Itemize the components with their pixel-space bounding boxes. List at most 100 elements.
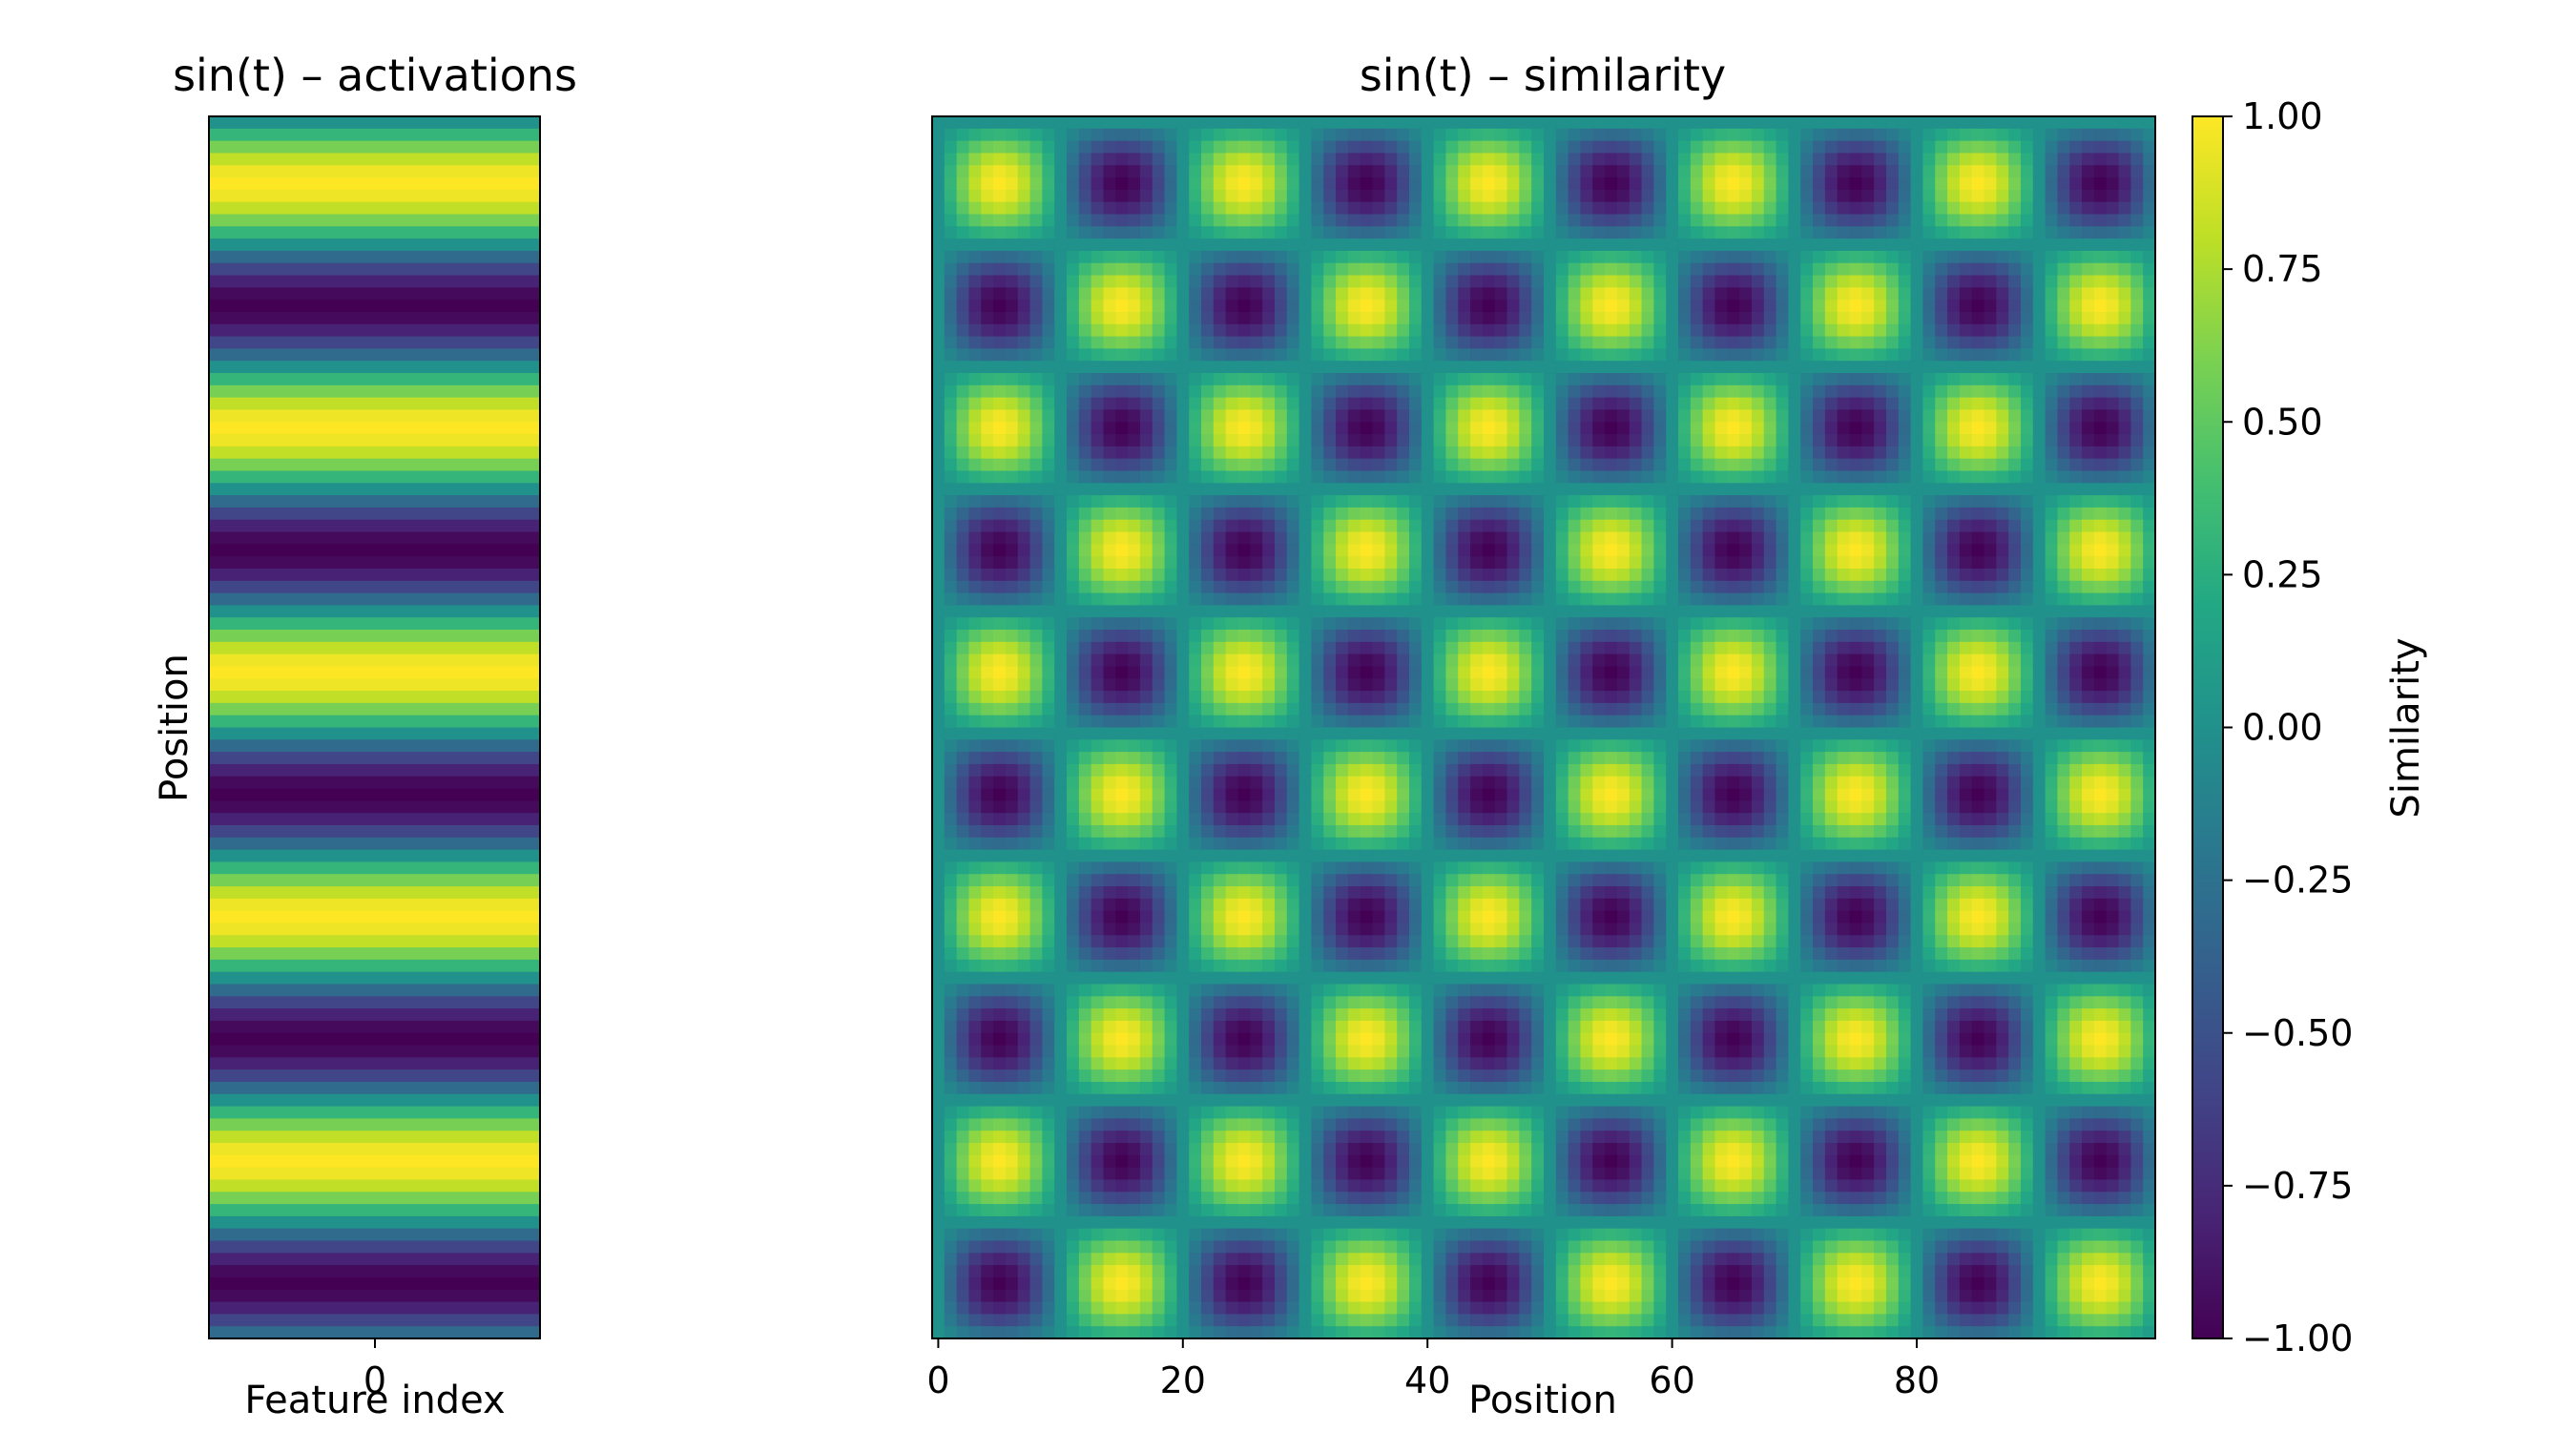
similarity-cell — [1458, 201, 1471, 216]
similarity-cell — [1568, 361, 1582, 374]
similarity-cell — [1763, 544, 1777, 557]
similarity-cell — [1384, 605, 1398, 618]
similarity-cell — [1714, 653, 1728, 668]
similarity-cell — [1874, 483, 1887, 496]
similarity-cell — [1103, 323, 1116, 338]
similarity-cell — [1274, 592, 1288, 606]
similarity-cell — [1078, 519, 1092, 533]
similarity-cell — [1298, 470, 1313, 484]
similarity-cell — [1225, 580, 1239, 594]
similarity-cell — [1519, 507, 1532, 521]
similarity-cell — [1054, 373, 1068, 386]
similarity-cell — [1616, 630, 1631, 643]
similarity-cell — [1788, 580, 1801, 594]
similarity-cell — [1433, 422, 1447, 435]
similarity-cell — [944, 458, 958, 472]
similarity-cell — [2032, 495, 2046, 508]
similarity-cell — [2057, 653, 2070, 668]
similarity-cell — [1164, 116, 1177, 130]
similarity-cell — [1017, 153, 1031, 166]
similarity-cell — [1201, 128, 1215, 142]
similarity-cell — [1384, 470, 1398, 484]
similarity-cell — [1164, 507, 1177, 521]
similarity-cell — [1176, 458, 1190, 472]
similarity-cell — [1408, 397, 1423, 411]
similarity-cell — [981, 605, 994, 618]
similarity-cell — [1739, 641, 1753, 655]
similarity-cell — [1115, 592, 1129, 606]
similarity-cell — [1078, 323, 1092, 338]
similarity-cell — [1408, 641, 1423, 655]
similarity-cell — [2118, 409, 2131, 423]
similarity-cell — [944, 691, 958, 704]
similarity-cell — [1494, 702, 1508, 716]
similarity-cell — [2020, 531, 2034, 545]
similarity-cell — [1971, 446, 1985, 460]
similarity-cell — [2118, 507, 2131, 521]
similarity-cell — [1336, 580, 1349, 594]
similarity-cell — [1433, 361, 1447, 374]
similarity-cell — [1005, 189, 1019, 203]
similarity-cell — [2143, 238, 2156, 252]
similarity-cell — [1372, 458, 1385, 472]
similarity-cell — [1935, 458, 1948, 472]
similarity-cell — [1739, 495, 1753, 508]
similarity-cell — [1555, 165, 1569, 178]
similarity-cell — [1189, 128, 1202, 142]
similarity-cell — [1078, 605, 1092, 618]
similarity-cell — [1128, 226, 1141, 239]
similarity-cell — [2008, 250, 2022, 264]
similarity-cell — [2069, 153, 2083, 166]
similarity-cell — [1653, 641, 1667, 655]
similarity-cell — [1445, 495, 1459, 508]
similarity-cell — [1885, 140, 1900, 155]
similarity-cell — [1861, 556, 1875, 570]
similarity-cell — [1323, 116, 1337, 130]
similarity-cell — [1653, 226, 1667, 239]
similarity-cell — [1763, 409, 1777, 423]
similarity-cell — [1861, 458, 1875, 472]
similarity-cell — [1800, 568, 1814, 582]
similarity-cell — [1592, 409, 1606, 423]
similarity-cell — [1225, 397, 1239, 411]
similarity-cell — [1922, 592, 1936, 606]
similarity-cell — [1580, 678, 1593, 692]
similarity-cell — [2069, 250, 2083, 264]
similarity-cell — [2118, 214, 2131, 227]
similarity-cell — [1751, 128, 1765, 142]
similarity-cell — [1482, 678, 1496, 692]
similarity-cell — [1298, 422, 1313, 435]
similarity-cell — [981, 116, 994, 130]
similarity-cell — [1323, 177, 1337, 191]
similarity-cell — [1788, 605, 1801, 618]
similarity-cell — [2106, 568, 2120, 582]
similarity-cell — [1372, 397, 1385, 411]
similarity-cell — [1922, 384, 1936, 399]
similarity-cell — [1739, 226, 1753, 239]
similarity-cell — [1139, 592, 1153, 606]
similarity-cell — [1947, 262, 1961, 277]
similarity-cell — [1849, 702, 1862, 716]
similarity-cell — [1922, 544, 1936, 557]
similarity-cell — [1837, 470, 1851, 484]
similarity-cell — [1225, 262, 1239, 277]
similarity-cell — [1433, 568, 1447, 582]
similarity-cell — [1225, 544, 1239, 557]
similarity-cell — [1408, 653, 1423, 668]
similarity-cell — [1298, 483, 1313, 496]
similarity-cell — [1384, 483, 1398, 496]
similarity-cell — [1885, 348, 1900, 362]
similarity-cell — [1213, 373, 1227, 386]
similarity-cell — [2118, 384, 2131, 399]
similarity-cell — [1555, 556, 1569, 570]
similarity-cell — [1067, 226, 1080, 239]
similarity-cell — [1739, 446, 1753, 460]
similarity-cell — [2020, 262, 2034, 277]
similarity-cell — [944, 226, 958, 239]
similarity-cell — [1885, 605, 1900, 618]
similarity-cell — [1898, 397, 1912, 411]
similarity-cell — [1996, 128, 2009, 142]
similarity-cell — [1849, 226, 1862, 239]
similarity-cell — [1433, 592, 1447, 606]
similarity-cell — [1164, 617, 1177, 631]
